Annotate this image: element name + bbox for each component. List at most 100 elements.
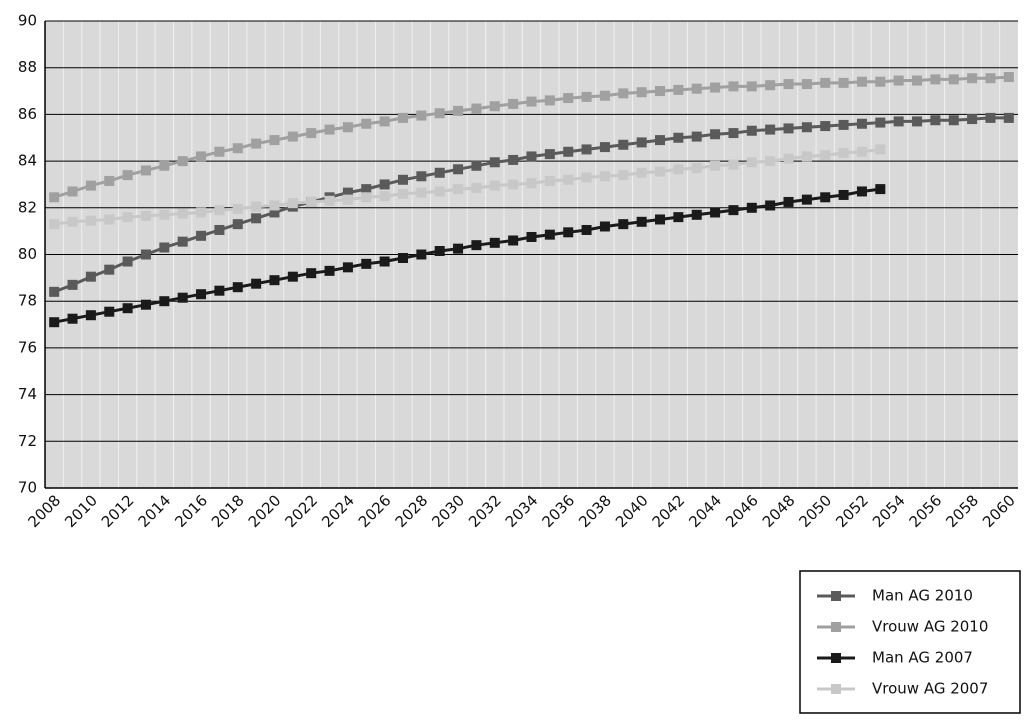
data-point xyxy=(251,201,262,212)
data-point xyxy=(140,249,151,260)
x-tick-label: 2046 xyxy=(722,491,762,531)
data-point xyxy=(948,115,959,126)
data-point xyxy=(526,178,537,189)
data-point xyxy=(544,149,555,160)
data-point xyxy=(581,144,592,155)
data-point xyxy=(544,175,555,186)
data-point xyxy=(526,231,537,242)
data-point xyxy=(489,180,500,191)
data-point xyxy=(801,151,812,162)
legend-label: Man AG 2010 xyxy=(872,587,973,605)
series-line xyxy=(53,187,881,324)
data-point xyxy=(214,285,225,296)
data-point xyxy=(691,209,702,220)
series-line xyxy=(54,147,881,226)
data-point xyxy=(508,154,519,165)
data-point xyxy=(306,196,317,207)
data-point xyxy=(985,112,996,123)
data-point xyxy=(728,81,739,92)
data-point xyxy=(306,268,317,279)
data-point xyxy=(397,253,408,264)
data-point xyxy=(361,258,372,269)
x-tick-label: 2022 xyxy=(281,491,321,531)
data-point xyxy=(765,156,776,167)
data-point xyxy=(379,116,390,127)
data-point xyxy=(636,216,647,227)
data-point xyxy=(691,131,702,142)
data-point xyxy=(453,243,464,254)
data-point xyxy=(1003,72,1014,83)
data-point xyxy=(599,90,610,101)
data-point xyxy=(324,265,335,276)
x-tick-label: 2060 xyxy=(979,491,1019,531)
x-tick-label: 2026 xyxy=(355,491,395,531)
data-point xyxy=(471,160,482,171)
x-tick-label: 2016 xyxy=(171,491,211,531)
data-point xyxy=(838,77,849,88)
data-point xyxy=(673,132,684,143)
data-point xyxy=(746,157,757,168)
legend-label: Man AG 2007 xyxy=(872,649,973,667)
data-point xyxy=(618,88,629,99)
data-point xyxy=(122,170,133,181)
legend-marker xyxy=(831,684,841,694)
data-point xyxy=(140,165,151,176)
data-point xyxy=(251,278,262,289)
x-tick-label: 2048 xyxy=(759,491,799,531)
data-point xyxy=(599,221,610,232)
data-point xyxy=(269,200,280,211)
data-point xyxy=(416,110,427,121)
data-point xyxy=(1003,112,1014,123)
data-point xyxy=(563,146,574,157)
data-point xyxy=(783,196,794,207)
data-point xyxy=(875,184,886,195)
data-point xyxy=(416,171,427,182)
data-point xyxy=(85,271,96,282)
data-point xyxy=(342,122,353,133)
data-point xyxy=(673,212,684,223)
legend-label: Vrouw AG 2010 xyxy=(872,618,988,636)
data-point xyxy=(196,230,207,241)
data-point xyxy=(269,275,280,286)
data-point xyxy=(838,119,849,130)
y-tick-label: 84 xyxy=(18,152,37,170)
data-point xyxy=(856,118,867,129)
data-point xyxy=(912,116,923,127)
legend-label: Vrouw AG 2007 xyxy=(872,680,988,698)
data-point xyxy=(948,74,959,85)
data-point xyxy=(196,289,207,300)
data-point xyxy=(820,77,831,88)
data-point xyxy=(232,203,243,214)
data-point xyxy=(618,170,629,181)
x-tick-label: 2044 xyxy=(685,491,725,531)
data-point xyxy=(453,184,464,195)
y-tick-label: 88 xyxy=(18,58,37,76)
data-point xyxy=(655,166,666,177)
data-point xyxy=(563,93,574,104)
data-point xyxy=(710,129,721,140)
data-point xyxy=(85,310,96,321)
x-tick-label: 2054 xyxy=(869,491,909,531)
data-point xyxy=(159,242,170,253)
data-point xyxy=(67,216,78,227)
data-point xyxy=(177,292,188,303)
data-point xyxy=(581,91,592,102)
x-tick-label: 2012 xyxy=(98,491,138,531)
y-tick-label: 78 xyxy=(18,292,37,310)
data-point xyxy=(379,179,390,190)
data-point xyxy=(893,75,904,86)
data-point xyxy=(287,198,298,209)
data-point xyxy=(159,160,170,171)
data-point xyxy=(49,317,60,328)
data-point xyxy=(691,163,702,174)
data-point xyxy=(636,87,647,98)
data-point xyxy=(820,121,831,132)
data-point xyxy=(342,194,353,205)
data-point xyxy=(471,240,482,251)
x-tick-label: 2036 xyxy=(538,491,578,531)
data-point xyxy=(287,271,298,282)
data-point xyxy=(269,135,280,146)
data-point xyxy=(49,219,60,230)
data-point xyxy=(251,213,262,224)
data-point xyxy=(324,195,335,206)
